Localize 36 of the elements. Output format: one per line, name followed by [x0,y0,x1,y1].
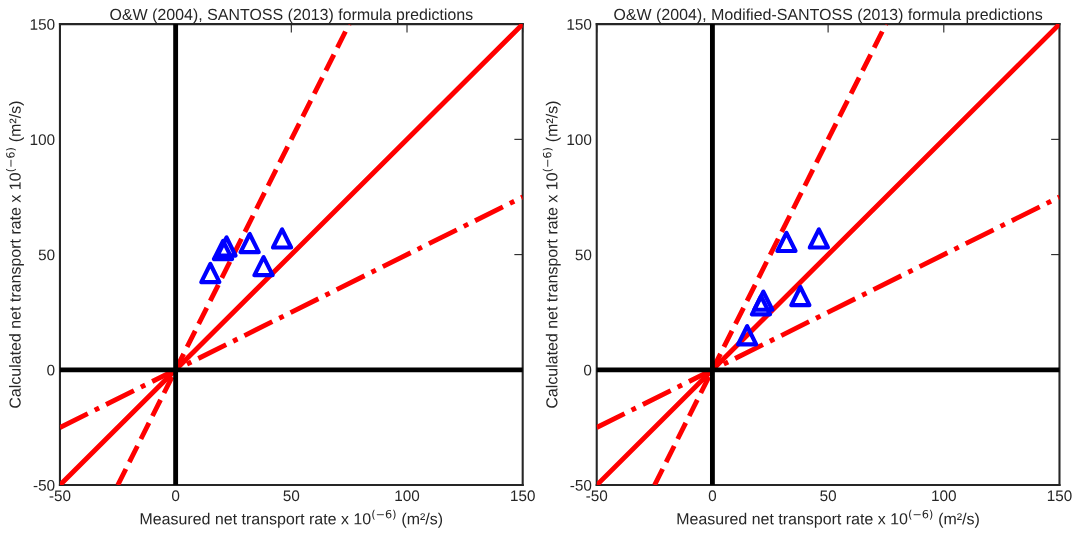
point [807,227,830,250]
y-tick-label: 100 [567,134,592,146]
y-tick-label: 50 [575,249,592,261]
chart-title: O&W (2004), SANTOSS (2013) formula predictions [110,8,473,24]
y-tick-label: 0 [583,364,592,376]
x-tick-label: 50 [820,490,837,502]
x-tick-label: 50 [283,490,300,502]
x-tick-label: 0 [708,490,717,502]
x-tick-label: 0 [171,490,180,502]
point [775,230,798,254]
point [752,289,775,312]
x-tick-label: 150 [1047,490,1072,502]
x-tick-label: 100 [932,490,956,502]
y-tick-label: 100 [30,134,55,146]
x-tick-label: -50 [49,490,71,502]
point [735,324,759,347]
y-tick-label: -50 [33,479,55,491]
y-tick-label: 0 [47,364,55,376]
x-axis-title: Measured net transport rate x 10$^{(−6)}$ (m²/s) [140,509,443,528]
point [270,227,294,250]
point [238,231,261,255]
x-tick-label: -50 [586,490,608,502]
point [252,254,275,278]
y-tick-label: -50 [570,479,592,491]
point [749,294,773,317]
y-tick-label: 150 [30,18,55,30]
y-tick-label: 50 [38,249,55,261]
point [199,261,222,285]
y-axis-title: Calculated net transport rate x 10$^{(−6)}$ (m²/s) [542,101,561,408]
x-tick-label: 150 [511,490,535,502]
x-axis-title: Measured net transport rate x 10$^{(−6)}$ (m²/s) [677,509,979,528]
point [789,284,812,308]
x-tick-label: 100 [395,490,420,502]
chart-title: O&W (2004), Modified-SANTOSS (2013) formula predictions [614,8,1043,24]
y-tick-label: 150 [567,18,592,30]
y-axis-title: Calculated net transport rate x 10$^{(−6)}$ (m²/s) [6,101,24,408]
